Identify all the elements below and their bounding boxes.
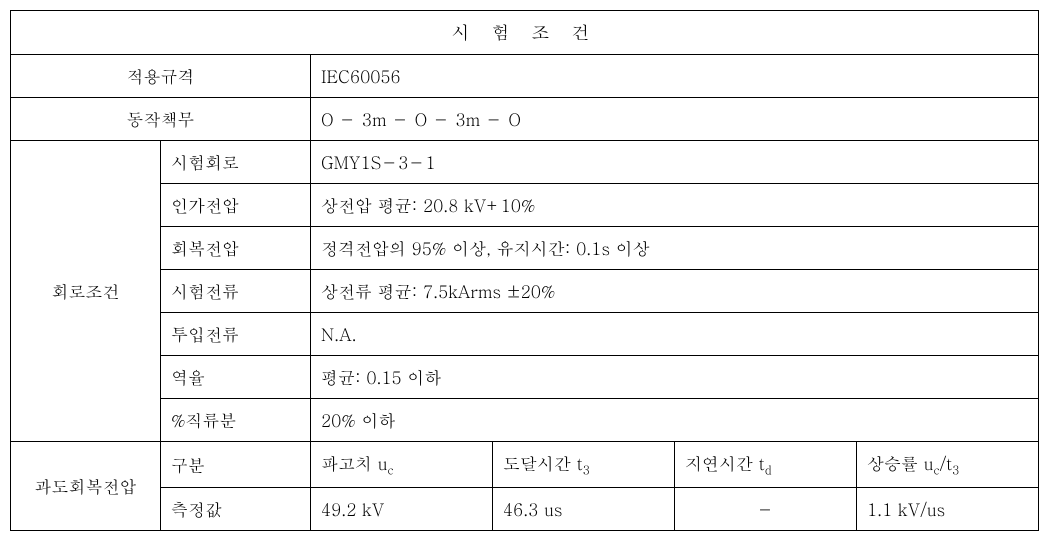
trv-value-cell: 49.2 kV <box>311 488 493 531</box>
trv-col-header: 도달시간 t3 <box>493 442 675 488</box>
trv-col-header: 상승률 uc/t3 <box>857 442 1039 488</box>
row-duty-label: 동작책무 <box>11 98 311 141</box>
circuit-group-label: 회로조건 <box>11 141 161 442</box>
trv-group-label: 과도회복전압 <box>11 442 161 531</box>
row-duty-value: O － 3m － O － 3m － O <box>311 98 1039 141</box>
circuit-row-value: 20% 이하 <box>311 399 1039 442</box>
circuit-row-label: 회복전압 <box>161 227 311 270</box>
circuit-row-label: 투입전류 <box>161 313 311 356</box>
test-conditions-table: 시 험 조 건 적용규격 IEC60056 동작책무 O － 3m － O － … <box>10 10 1039 531</box>
trv-value-cell: － <box>675 488 857 531</box>
circuit-row-value: 평균: 0.15 이하 <box>311 356 1039 399</box>
circuit-row-value: 상전압 평균: 20.8 kV+10% <box>311 184 1039 227</box>
circuit-row-value: 정격전압의 95% 이상, 유지시간: 0.1s 이상 <box>311 227 1039 270</box>
row-standard-label: 적용규격 <box>11 55 311 98</box>
trv-col-header: 파고치 uc <box>311 442 493 488</box>
trv-value-cell: 1.1 kV/us <box>857 488 1039 531</box>
circuit-row-value: GMY1S－3－1 <box>311 141 1039 184</box>
circuit-row-value: N.A. <box>311 313 1039 356</box>
circuit-row-label: 역율 <box>161 356 311 399</box>
trv-col-header: 지연시간 td <box>675 442 857 488</box>
circuit-row-label: 인가전압 <box>161 184 311 227</box>
trv-value-label: 측정값 <box>161 488 311 531</box>
row-standard-value: IEC60056 <box>311 55 1039 98</box>
trv-header-label: 구분 <box>161 442 311 488</box>
table-title: 시 험 조 건 <box>11 11 1039 55</box>
trv-value-cell: 46.3 us <box>493 488 675 531</box>
circuit-row-label: 시험회로 <box>161 141 311 184</box>
circuit-row-label: 시험전류 <box>161 270 311 313</box>
circuit-row-value: 상전류 평균: 7.5kArms ±20% <box>311 270 1039 313</box>
circuit-row-label: %직류분 <box>161 399 311 442</box>
